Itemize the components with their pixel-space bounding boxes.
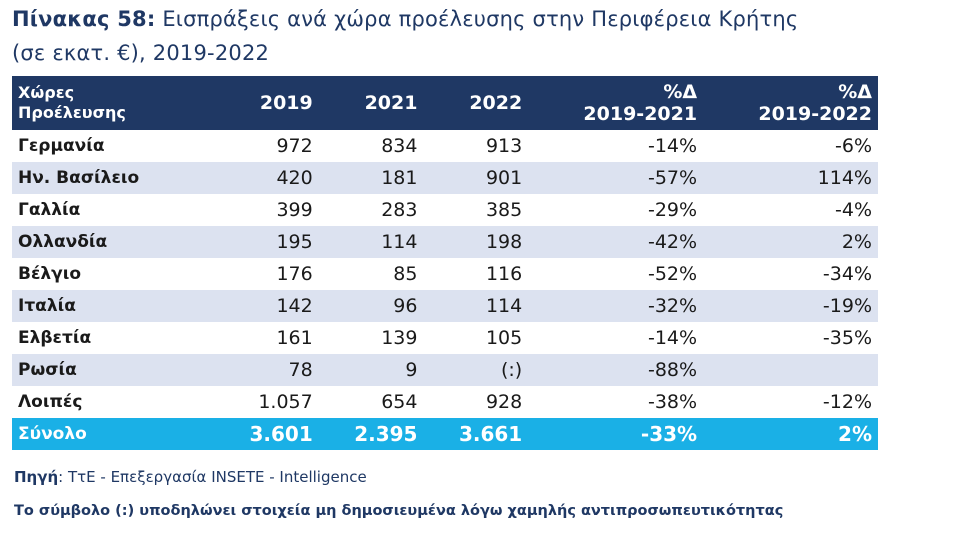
cell-pct1: -88% bbox=[528, 354, 704, 386]
table-row: Ρωσία 78 9 (:) -88% bbox=[12, 354, 878, 386]
table-row: Γαλλία 399 283 385 -29% -4% bbox=[12, 194, 878, 226]
cell-pct2: -19% bbox=[703, 290, 878, 322]
header-pct1-line2: 2019-2021 bbox=[583, 103, 698, 125]
cell-2021: 834 bbox=[381, 135, 418, 157]
cell-2019: 399 bbox=[276, 199, 313, 221]
total-2019: 3.601 bbox=[214, 418, 319, 450]
receipts-table: Χώρες Προέλευσης 2019 2021 2022 %Δ 2019-… bbox=[12, 76, 878, 450]
cell-2021: 654 bbox=[381, 391, 418, 413]
cell-pct2: -6% bbox=[835, 135, 872, 157]
cell-pct2: -4% bbox=[835, 199, 872, 221]
cell-2019: 420 bbox=[214, 162, 319, 194]
table-title-text: Εισπράξεις ανά χώρα προέλευσης στην Περι… bbox=[162, 7, 799, 31]
cell-2022: 198 bbox=[423, 226, 529, 258]
cell-country: Γερμανία bbox=[18, 136, 105, 156]
cell-pct2: 114% bbox=[703, 162, 878, 194]
cell-2019: 1.057 bbox=[258, 391, 313, 413]
header-pct2-line1: %Δ bbox=[838, 81, 872, 103]
cell-country: Ολλανδία bbox=[12, 226, 214, 258]
cell-pct1: -42% bbox=[528, 226, 704, 258]
header-country-line1: Χώρες bbox=[18, 83, 75, 102]
header-row: Χώρες Προέλευσης 2019 2021 2022 %Δ 2019-… bbox=[12, 76, 878, 130]
cell-pct1: -57% bbox=[528, 162, 704, 194]
table-row: Γερμανία 972 834 913 -14% -6% bbox=[12, 130, 878, 162]
cell-2021: 96 bbox=[318, 290, 424, 322]
cell-country: Ιταλία bbox=[12, 290, 214, 322]
header-pct-2019-2022: %Δ 2019-2022 bbox=[703, 76, 878, 130]
cell-2022: 928 bbox=[485, 391, 523, 413]
cell-pct2: -34% bbox=[822, 263, 872, 285]
cell-pct1: -38% bbox=[647, 391, 698, 413]
table-row: Ιταλία 142 96 114 -32% -19% bbox=[12, 290, 878, 322]
cell-pct2: 2% bbox=[703, 226, 878, 258]
cell-2022: 913 bbox=[485, 135, 523, 157]
cell-2019: 195 bbox=[214, 226, 319, 258]
table-row: Ολλανδία 195 114 198 -42% 2% bbox=[12, 226, 878, 258]
cell-pct1: -32% bbox=[528, 290, 704, 322]
table-row: Ελβετία 161 139 105 -14% -35% bbox=[12, 322, 878, 354]
cell-pct1: -14% bbox=[647, 135, 698, 157]
cell-2021: 139 bbox=[381, 327, 418, 349]
cell-pct2: -12% bbox=[822, 391, 872, 413]
cell-2022: 114 bbox=[423, 290, 529, 322]
header-pct-2019-2021: %Δ 2019-2021 bbox=[528, 76, 703, 130]
header-pct2-line2: 2019-2022 bbox=[758, 103, 872, 125]
symbol-note: Το σύμβολο (:) υποδηλώνει στοιχεία μη δη… bbox=[14, 503, 784, 519]
table-number: Πίνακας 58: bbox=[12, 7, 156, 31]
table-row: Βέλγιο 176 85 116 -52% -34% bbox=[12, 258, 878, 290]
table-row: Λοιπές 1.057 654 928 -38% -12% bbox=[12, 386, 878, 418]
cell-2021: 283 bbox=[381, 199, 418, 221]
table-title: Πίνακας 58: Εισπράξεις ανά χώρα προέλευσ… bbox=[12, 2, 957, 70]
cell-2019: 176 bbox=[276, 263, 313, 285]
cell-country: Λοιπές bbox=[18, 392, 83, 412]
cell-2022: 105 bbox=[485, 327, 523, 349]
cell-pct1: -14% bbox=[647, 327, 698, 349]
cell-country: Ρωσία bbox=[12, 354, 214, 386]
table-row: Ην. Βασίλειο 420 181 901 -57% 114% bbox=[12, 162, 878, 194]
cell-2022: (:) bbox=[423, 354, 529, 386]
cell-country: Ην. Βασίλειο bbox=[12, 162, 214, 194]
cell-pct2: -35% bbox=[822, 327, 872, 349]
header-2021: 2021 bbox=[364, 92, 418, 114]
source-text: : ΤτΕ - Επεξεργασία INSETE - Intelligenc… bbox=[58, 468, 367, 486]
cell-2021: 85 bbox=[393, 263, 418, 285]
cell-country: Γαλλία bbox=[18, 200, 81, 220]
cell-2021: 9 bbox=[318, 354, 424, 386]
cell-2019: 972 bbox=[276, 135, 313, 157]
table-subtitle: (σε εκατ. €), 2019-2022 bbox=[12, 41, 270, 65]
cell-2019: 78 bbox=[214, 354, 319, 386]
source-label: Πηγή bbox=[14, 468, 59, 486]
cell-2022: 901 bbox=[423, 162, 529, 194]
cell-2019: 161 bbox=[276, 327, 313, 349]
total-label: Σύνολο bbox=[12, 418, 214, 450]
total-pct2: 2% bbox=[703, 418, 878, 450]
total-pct1: -33% bbox=[528, 418, 704, 450]
cell-2022: 385 bbox=[485, 199, 523, 221]
header-2019: 2019 bbox=[259, 92, 313, 114]
cell-pct1: -29% bbox=[647, 199, 698, 221]
header-2022: 2022 bbox=[469, 92, 523, 114]
cell-country: Ελβετία bbox=[18, 328, 92, 348]
total-row: Σύνολο 3.601 2.395 3.661 -33% 2% bbox=[12, 418, 878, 450]
total-2022: 3.661 bbox=[423, 418, 529, 450]
cell-country: Βέλγιο bbox=[18, 264, 82, 284]
cell-pct1: -52% bbox=[647, 263, 698, 285]
cell-pct2 bbox=[703, 354, 878, 386]
total-2021: 2.395 bbox=[318, 418, 424, 450]
header-pct1-line1: %Δ bbox=[663, 81, 698, 103]
cell-2019: 142 bbox=[214, 290, 319, 322]
cell-2022: 116 bbox=[485, 263, 523, 285]
cell-2021: 114 bbox=[318, 226, 424, 258]
header-country: Χώρες Προέλευσης bbox=[12, 76, 214, 130]
cell-2021: 181 bbox=[318, 162, 424, 194]
header-country-line2: Προέλευσης bbox=[18, 103, 126, 122]
source-note: Πηγή: ΤτΕ - Επεξεργασία INSETE - Intelli… bbox=[14, 468, 367, 486]
